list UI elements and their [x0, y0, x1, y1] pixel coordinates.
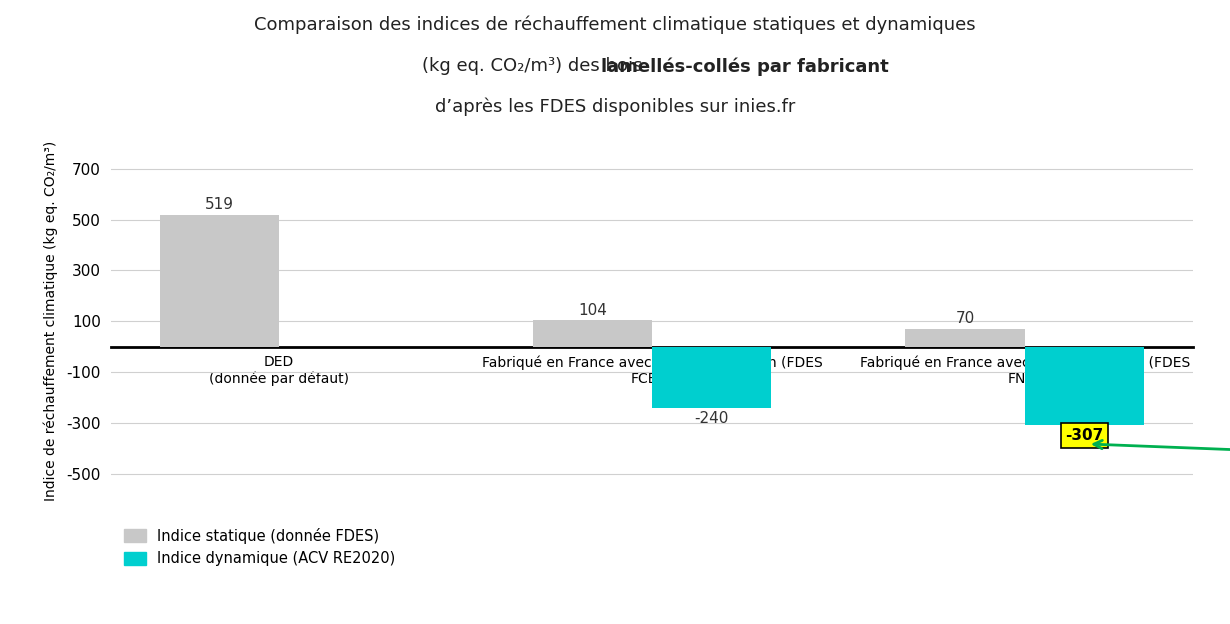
Legend: Indice statique (donnée FDES), Indice dynamique (ACV RE2020): Indice statique (donnée FDES), Indice dy…: [118, 522, 401, 572]
Text: (kg eq. CO₂/m³) des bois lamellés-collés par fabricant: (kg eq. CO₂/m³) des bois lamellés-collés…: [374, 57, 856, 76]
Text: d’après les FDES disponibles sur inies.fr: d’après les FDES disponibles sur inies.f…: [435, 98, 795, 117]
Text: 519: 519: [205, 197, 234, 212]
Text: 104: 104: [578, 303, 606, 318]
Text: -307: -307: [1065, 428, 1103, 443]
Y-axis label: Indice de réchauffement climatique (kg eq. CO₂/m³): Indice de réchauffement climatique (kg e…: [43, 141, 58, 502]
Bar: [533, 320, 652, 347]
Text: lamellés-collés par fabricant: lamellés-collés par fabricant: [600, 57, 888, 76]
Text: Comparaison des indices de réchauffement climatique statiques et dynamiques: Comparaison des indices de réchauffement…: [255, 16, 975, 34]
Text: (kg eq. CO₂/m³) des bois: (kg eq. CO₂/m³) des bois: [422, 57, 648, 76]
Text: 70: 70: [956, 311, 974, 326]
Bar: [905, 329, 1025, 347]
Bar: [652, 347, 771, 408]
Bar: [160, 215, 279, 347]
Bar: [1025, 347, 1144, 425]
Text: -240: -240: [695, 411, 728, 426]
